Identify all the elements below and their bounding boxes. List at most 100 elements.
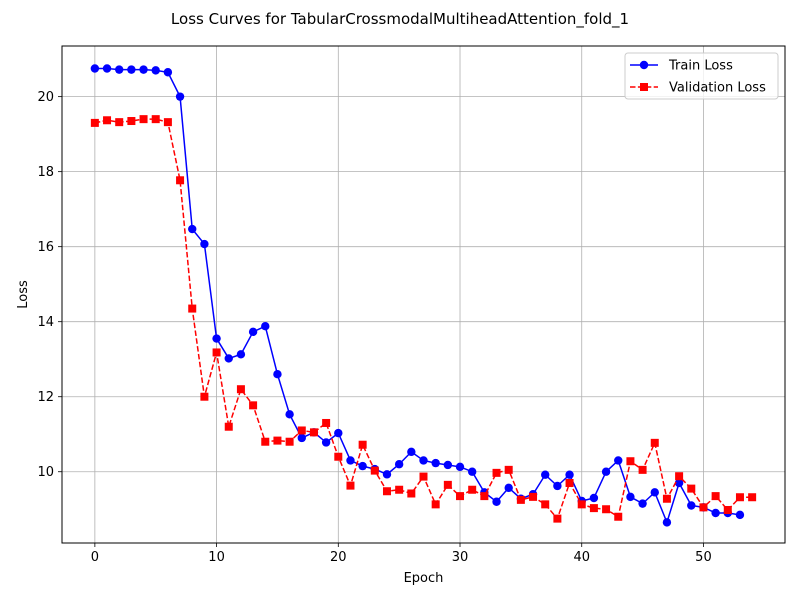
train-loss-point <box>553 481 562 491</box>
tick-layer: 0 10 20 30 40 50 10 12 14 16 18 20 <box>37 90 711 565</box>
train-loss-point <box>711 508 720 518</box>
train-loss-point <box>273 370 282 379</box>
train-loss-series <box>90 64 745 527</box>
train-loss-point <box>127 65 136 74</box>
validation-loss-point <box>748 493 757 502</box>
validation-loss-point <box>504 465 513 474</box>
legend-train-loss-marker <box>639 60 649 70</box>
train-loss-point <box>285 410 294 419</box>
train-loss-point <box>638 499 647 508</box>
train-loss-point <box>188 224 197 234</box>
train-loss-point <box>735 510 745 520</box>
train-loss-point <box>565 470 574 479</box>
legend-train-loss-label: Train Loss <box>668 59 733 74</box>
train-loss-point <box>589 493 599 503</box>
plot-frame <box>61 45 786 544</box>
validation-loss-point <box>370 466 379 475</box>
validation-loss-point <box>382 487 391 496</box>
train-loss-point <box>492 497 501 506</box>
train-loss-point <box>687 501 696 510</box>
legend-box <box>624 52 779 100</box>
train-loss-point <box>358 461 367 471</box>
validation-loss-point <box>516 495 525 504</box>
validation-loss-point <box>334 452 343 461</box>
y-tick-label: 12 <box>37 390 54 405</box>
train-loss-point <box>614 456 623 465</box>
validation-loss-point <box>188 304 197 313</box>
validation-loss-point <box>249 401 258 410</box>
series-layer <box>90 64 757 527</box>
validation-loss-point <box>236 385 245 394</box>
validation-loss-point <box>90 118 99 127</box>
legend: Train Loss Validation Loss <box>624 52 779 100</box>
validation-loss-point <box>443 480 452 489</box>
validation-loss-point <box>285 437 294 446</box>
legend-validation-loss-marker <box>640 83 648 91</box>
validation-loss-point <box>626 457 635 466</box>
train-loss-point <box>212 334 221 343</box>
validation-loss-point <box>212 348 221 357</box>
x-tick-label: 50 <box>695 550 712 565</box>
train-loss-point <box>601 467 611 476</box>
validation-loss-point <box>723 505 732 514</box>
validation-loss-point <box>176 176 185 185</box>
validation-loss-point <box>650 438 659 447</box>
train-loss-point <box>90 64 100 73</box>
validation-loss-point <box>687 484 696 493</box>
train-loss-point <box>394 460 404 469</box>
validation-loss-point <box>419 472 428 481</box>
train-loss-point <box>102 64 112 73</box>
validation-loss-point <box>675 472 684 481</box>
train-loss-point <box>175 92 185 101</box>
train-loss-point <box>541 470 550 479</box>
validation-loss-point <box>735 493 744 502</box>
validation-loss-point <box>115 118 124 127</box>
validation-loss-point <box>297 426 306 435</box>
validation-loss-point <box>273 436 282 445</box>
train-loss-point <box>407 447 416 457</box>
validation-loss-point <box>261 437 270 446</box>
x-tick-label: 10 <box>208 550 225 565</box>
train-loss-point <box>443 460 453 470</box>
validation-loss-point <box>322 418 331 427</box>
validation-loss-point <box>200 392 209 401</box>
train-loss-point <box>626 492 635 502</box>
validation-loss-point <box>711 492 720 501</box>
validation-loss-point <box>553 514 562 523</box>
x-tick-label: 40 <box>573 550 590 565</box>
validation-loss-point <box>431 500 440 509</box>
train-loss-point <box>297 433 306 443</box>
train-loss-point <box>662 518 672 527</box>
y-tick-label: 14 <box>37 315 54 330</box>
validation-loss-point <box>346 481 355 490</box>
train-loss-point <box>248 327 258 337</box>
validation-loss-point <box>163 118 172 127</box>
train-loss-point <box>115 65 124 74</box>
y-tick-label: 10 <box>37 465 54 480</box>
train-loss-point <box>334 428 343 438</box>
validation-loss-point <box>456 492 465 501</box>
train-loss-point <box>455 462 465 472</box>
train-loss-point <box>151 66 160 75</box>
validation-loss-point <box>662 494 671 503</box>
validation-loss-point <box>358 440 367 449</box>
validation-loss-point <box>638 465 647 474</box>
validation-loss-series <box>90 115 757 523</box>
legend-validation-loss-label: Validation Loss <box>669 81 766 96</box>
validation-loss-point <box>529 492 538 501</box>
train-loss-point <box>261 321 270 331</box>
train-loss-point <box>382 470 392 479</box>
train-loss-point <box>139 65 148 74</box>
train-loss-point <box>346 456 355 465</box>
validation-loss-point <box>139 115 148 124</box>
train-loss-point <box>419 456 428 465</box>
y-tick-label: 18 <box>37 165 54 180</box>
validation-loss-point <box>589 504 598 513</box>
validation-loss-point <box>614 512 623 521</box>
validation-loss-point <box>127 117 136 126</box>
validation-loss-point <box>699 503 708 512</box>
train-loss-point <box>674 478 684 488</box>
chart-title: Loss Curves for TabularCrossmodalMultihe… <box>171 10 629 29</box>
